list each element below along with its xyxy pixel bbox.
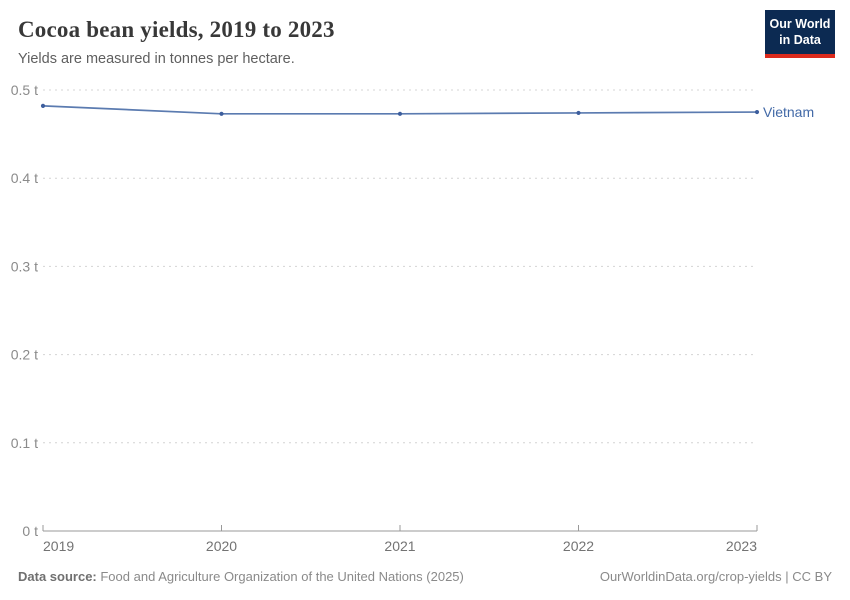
x-tick-label: 2021 (384, 538, 415, 554)
x-tick-label: 2020 (206, 538, 237, 554)
y-tick-label: 0.4 t (11, 170, 38, 186)
x-tick-label: 2019 (43, 538, 74, 554)
data-source-value: Food and Agriculture Organization of the… (96, 569, 464, 584)
owid-logo[interactable]: Our World in Data (765, 10, 835, 59)
series-label-vietnam: Vietnam (763, 104, 814, 120)
y-tick-label: 0.1 t (11, 435, 38, 451)
data-point-2023 (754, 109, 760, 115)
y-tick-label: 0.2 t (11, 347, 38, 363)
chart-footer: Data source: Food and Agriculture Organi… (18, 569, 832, 584)
data-point-2019 (40, 103, 46, 108)
y-tick-label: 0.5 t (11, 82, 38, 98)
chart-subtitle: Yields are measured in tonnes per hectar… (18, 50, 295, 67)
x-tick-label: 2022 (563, 538, 594, 554)
data-point-2020 (219, 111, 224, 116)
data-source: Data source: Food and Agriculture Organi… (18, 569, 464, 584)
data-point-2021 (397, 111, 403, 116)
owid-logo-text-line2: in Data (779, 32, 821, 47)
owid-logo-text-line1: Our World (769, 17, 831, 31)
x-tick-label: 2023 (726, 538, 757, 554)
chart-title: Cocoa bean yields, 2019 to 2023 (18, 17, 335, 42)
footer-link[interactable]: OurWorldinData.org/crop-yields | CC BY (599, 569, 832, 584)
data-source-label: Data source: (18, 569, 97, 584)
chart-header: Cocoa bean yields, 2019 to 2023 Yields a… (18, 16, 750, 67)
y-tick-label: 0.3 t (11, 258, 38, 274)
data-point-2022 (576, 110, 581, 116)
y-tick-label: 0 t (22, 523, 38, 539)
